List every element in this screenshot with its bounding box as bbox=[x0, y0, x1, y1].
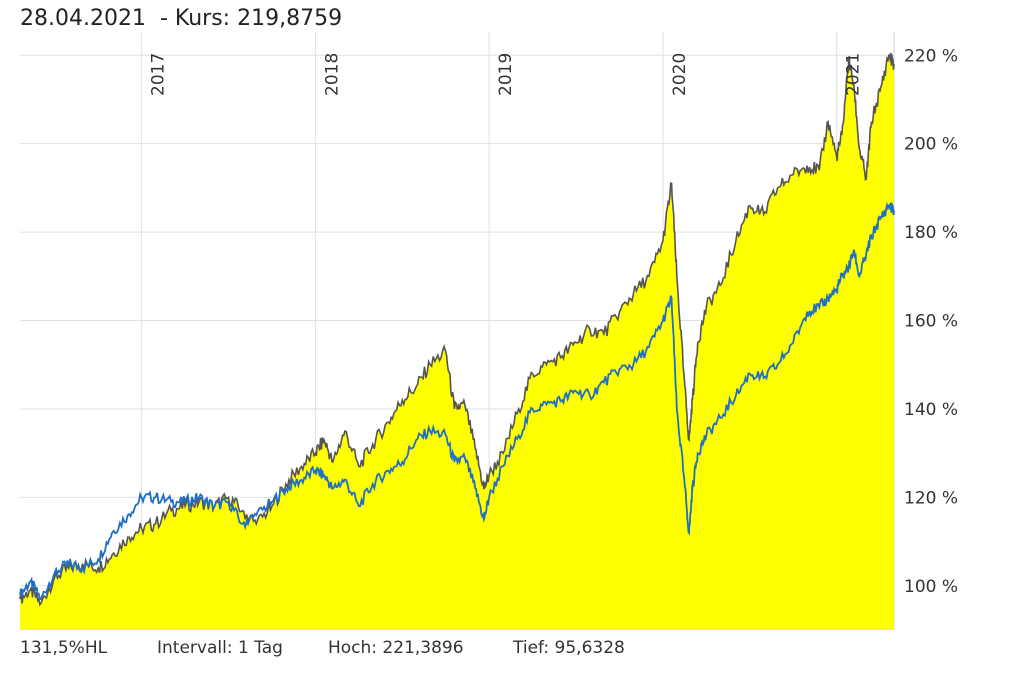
y-tick-label: 140 % bbox=[904, 400, 958, 420]
low-label: Tief: 95,6328 bbox=[513, 638, 625, 658]
x-tick-label: 2021 bbox=[844, 53, 864, 96]
quote-price: - Kurs: 219,8759 bbox=[159, 6, 343, 31]
hl-label: 131,5%HL bbox=[20, 638, 108, 658]
y-axis-labels: 100 % 120 % 140 % 160 % 180 % 200 % 220 % bbox=[904, 46, 958, 597]
x-tick-label: 2020 bbox=[670, 53, 690, 96]
benchmark-line bbox=[19, 201, 895, 601]
performance-line bbox=[19, 52, 895, 607]
interval-label[interactable]: Intervall: 1 Tag bbox=[157, 638, 283, 658]
x-axis-labels: 2017 2018 2019 2020 2021 bbox=[149, 53, 864, 96]
quote-date: 28.04.2021 bbox=[20, 6, 146, 31]
y-tick-label: 120 % bbox=[904, 488, 958, 508]
y-tick-label: 200 % bbox=[904, 135, 958, 155]
high-label: Hoch: 221,3896 bbox=[328, 638, 464, 658]
chart-header: 28.04.2021 - Kurs: 219,8759 bbox=[20, 6, 342, 31]
performance-area bbox=[20, 52, 894, 630]
x-tick-label: 2018 bbox=[322, 53, 342, 96]
y-tick-label: 180 % bbox=[904, 223, 958, 243]
x-tick-label: 2019 bbox=[496, 53, 516, 96]
y-tick-label: 220 % bbox=[904, 46, 958, 66]
y-tick-label: 160 % bbox=[904, 312, 958, 332]
x-tick-label: 2017 bbox=[149, 53, 169, 96]
y-tick-label: 100 % bbox=[904, 577, 958, 597]
